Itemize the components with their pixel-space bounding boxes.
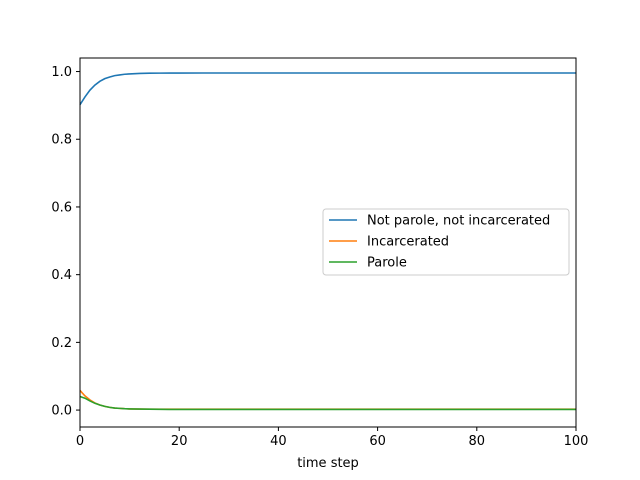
x-tick-label: 20 <box>171 434 188 449</box>
plot-frame <box>79 57 577 428</box>
y-tick-label: 0.0 <box>51 404 72 419</box>
y-tick-label: 0.4 <box>51 268 72 283</box>
ticks-layer: 0 20 40 60 80 100 0.0 0.2 0.4 0.6 0.8 1.0 <box>51 65 588 449</box>
legend-label-3: Parole <box>367 256 407 271</box>
legend-label-1: Not parole, not incarcerated <box>367 214 550 229</box>
series-layer <box>79 72 576 411</box>
x-tick-label: 80 <box>469 434 486 449</box>
legend-label-2: Incarcerated <box>367 235 449 250</box>
y-tick-label: 1.0 <box>51 65 72 80</box>
x-tick-label: 0 <box>76 434 84 449</box>
series-line-3 <box>79 395 576 411</box>
legend: Not parole, not incarcerated Incarcerated… <box>322 208 570 276</box>
x-axis-label: time step <box>297 456 359 471</box>
legend-box <box>322 208 570 276</box>
x-tick-label: 60 <box>369 434 386 449</box>
series-line-2 <box>79 389 576 411</box>
y-tick-label: 0.6 <box>51 200 72 215</box>
x-tick-label: 100 <box>564 434 589 449</box>
legend-items: Not parole, not incarcerated Incarcerated… <box>329 214 550 271</box>
series-line-1 <box>79 72 576 106</box>
x-tick-label: 40 <box>270 434 287 449</box>
y-tick-label: 0.8 <box>51 133 72 148</box>
y-tick-label: 0.2 <box>51 336 72 351</box>
